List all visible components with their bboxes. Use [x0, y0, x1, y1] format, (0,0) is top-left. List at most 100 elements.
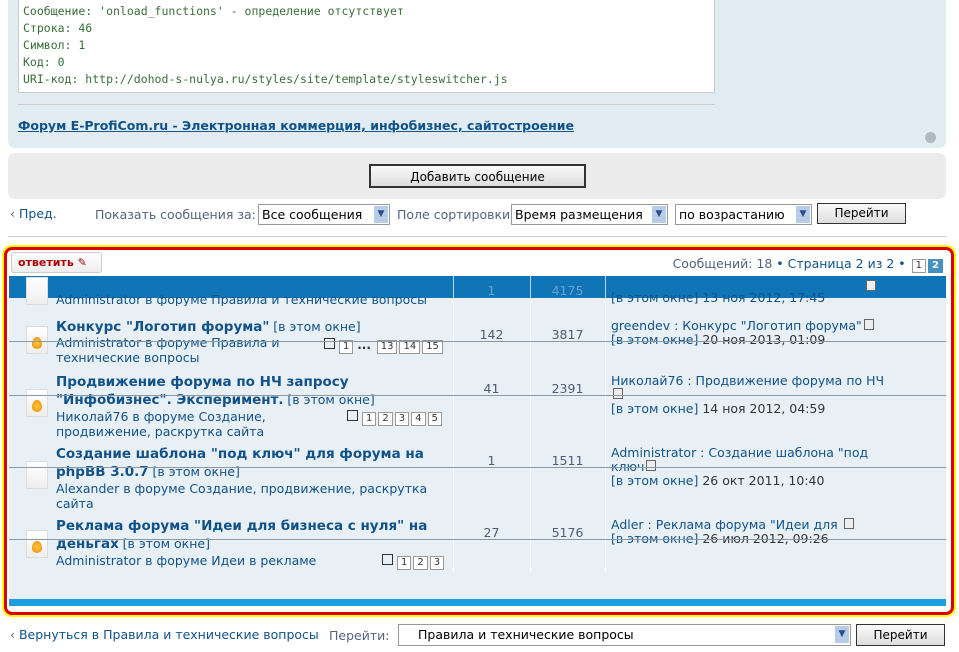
page-link[interactable]: 14	[399, 340, 421, 354]
new-window-link[interactable]: [в этом окне]	[611, 332, 699, 347]
page-link[interactable]: 4	[411, 412, 426, 426]
topic-read-icon	[26, 461, 48, 489]
prev-label: Пред.	[18, 206, 57, 221]
back-label: Вернуться в Правила и технические вопрос…	[18, 627, 319, 642]
chevron-down-icon: ▼	[652, 206, 666, 223]
last-post-icon[interactable]	[646, 460, 657, 471]
chevron-down-icon: ▼	[374, 206, 388, 223]
error-message: Сообщение: 'onload_functions' - определе…	[23, 4, 404, 18]
topic-views: 1511	[551, 453, 584, 468]
last-post-link[interactable]: greendev : Конкурс "Логотип форума"	[611, 318, 862, 333]
pages-icon	[382, 554, 393, 565]
page-1-link[interactable]: 1	[911, 259, 927, 273]
topic-title[interactable]: Реклама форума "Идеи для бизнеса с нуля"…	[56, 518, 428, 552]
last-post-icon[interactable]	[863, 319, 874, 330]
page-link[interactable]: 5	[427, 412, 442, 426]
divider	[8, 236, 946, 237]
new-window-link[interactable]: [в этом окне]	[611, 473, 699, 488]
pages-icon	[347, 410, 358, 421]
topic-views: 4175	[551, 283, 584, 298]
topic-author: Administrator в форуме Правила и техниче…	[56, 335, 280, 365]
chevron-down-icon: ▼	[796, 206, 810, 223]
topic-hot-icon	[26, 389, 48, 417]
topic-row: Продвижение форума по НЧ запросу "Инфоби…	[56, 373, 451, 439]
page-link[interactable]: 2	[413, 556, 428, 570]
topic-hot-icon	[26, 530, 48, 558]
topic-author: Administrator в форуме Идеи в рекламе	[56, 553, 317, 568]
show-value: Все сообщения	[262, 207, 363, 222]
jump-go-button[interactable]: Перейти	[856, 624, 945, 646]
table-header	[9, 276, 946, 298]
jump-select[interactable]: Правила и технические вопросы ▼	[398, 624, 851, 646]
error-char: Символ: 1	[23, 38, 86, 52]
last-post-date: 26 июл 2012, 09:26	[702, 531, 829, 546]
topic-last-post: Николай76 : Продвижение форума по НЧ [в э…	[611, 374, 901, 416]
topic-author: Alexander в форуме Создание, продвижение…	[56, 481, 428, 511]
last-post-link[interactable]: Administrator : Создание шаблона "под кл…	[611, 445, 869, 474]
topic-replies: 142	[479, 327, 504, 342]
page-link[interactable]: 1	[362, 412, 377, 426]
reply-label: ответить	[18, 256, 74, 269]
topic-replies: 1	[487, 283, 496, 298]
page-link[interactable]: 1	[339, 340, 354, 354]
topic-last-post: Administrator : Создание шаблона "под кл…	[611, 446, 881, 488]
new-window-link[interactable]: [в этом окне]	[273, 319, 361, 334]
topic-author[interactable]: Administrator в форуме Правила и техниче…	[56, 292, 427, 306]
last-post-icon[interactable]	[866, 280, 876, 291]
new-window-link[interactable]: [в этом окне]	[611, 401, 699, 416]
order-select[interactable]: по возрастанию ▼	[675, 204, 812, 225]
last-post-icon[interactable]	[843, 518, 854, 529]
jump-value: Правила и технические вопросы	[418, 627, 634, 642]
row-line	[9, 539, 946, 540]
back-link[interactable]: ‹ Вернуться в Правила и технические вопр…	[10, 627, 319, 642]
forum-link[interactable]: Форум E-ProfiCom.ru - Электронная коммер…	[18, 118, 575, 133]
topic-last-post: Adler : Реклама форума "Идеи для [в этом…	[611, 518, 911, 546]
topic-title[interactable]: Продвижение форума по НЧ запросу "Инфоби…	[56, 374, 349, 408]
last-post-date: 26 окт 2011, 10:40	[702, 473, 825, 488]
separator: •	[776, 256, 784, 271]
topic-read-icon	[26, 277, 48, 305]
page-link[interactable]: 3	[429, 556, 445, 570]
error-uri: URI-код: http://dohod-s-nulya.ru/styles/…	[23, 72, 508, 86]
last-post-link[interactable]: Adler : Реклама форума "Идеи для	[611, 517, 838, 532]
chevron-down-icon: ▼	[835, 626, 849, 643]
show-label: Показать сообщения за:	[95, 207, 256, 222]
topic-title[interactable]: Создание шаблона "под ключ" для форума н…	[56, 446, 424, 480]
post-count: Сообщений: 18	[672, 256, 773, 271]
page-link[interactable]: 2	[378, 412, 393, 426]
bottom-bar	[9, 599, 946, 606]
sort-go-button[interactable]: Перейти	[817, 203, 906, 224]
back-to-top-icon[interactable]	[925, 132, 936, 143]
new-window-link[interactable]: [в этом окне]	[611, 531, 699, 546]
show-select[interactable]: Все сообщения ▼	[258, 204, 390, 225]
topic-title[interactable]: Конкурс "Логотип форума"	[56, 319, 270, 335]
column-divider	[453, 276, 454, 572]
topics-list	[9, 276, 946, 599]
last-post-icon[interactable]	[613, 388, 623, 399]
sort-value: Время размещения	[515, 207, 643, 222]
prev-link[interactable]: ‹ Пред.	[10, 206, 57, 221]
page-link[interactable]: 1	[397, 556, 412, 570]
topic-views: 5176	[551, 525, 584, 540]
pages-icon	[324, 338, 335, 349]
error-code: Код: 0	[23, 55, 65, 69]
topic-last-post[interactable]: [в этом окне] 13 ноя 2012, 17:45	[611, 290, 826, 305]
topic-views: 2391	[551, 381, 584, 396]
topic-row: Конкурс "Логотип форума" [в этом окне] A…	[56, 319, 451, 365]
last-post-link[interactable]: Николай76 : Продвижение форума по НЧ	[611, 373, 885, 388]
last-post-date: 20 ноя 2013, 01:09	[702, 332, 826, 347]
topic-row: Создание шаблона "под ключ" для форума н…	[56, 445, 451, 511]
page-link[interactable]: 3	[394, 412, 410, 426]
page-link[interactable]: 13	[376, 340, 398, 354]
column-divider	[530, 276, 531, 572]
add-post-button[interactable]: Добавить сообщение	[369, 164, 586, 188]
row-line	[9, 341, 946, 342]
topic-replies: 27	[483, 525, 500, 540]
page-info: Страница 2 из 2	[787, 256, 895, 271]
reply-button[interactable]: ответить ✎	[11, 252, 102, 273]
order-value: по возрастанию	[679, 207, 785, 222]
page-link[interactable]: 15	[422, 340, 443, 354]
sort-select[interactable]: Время размещения ▼	[511, 204, 668, 225]
